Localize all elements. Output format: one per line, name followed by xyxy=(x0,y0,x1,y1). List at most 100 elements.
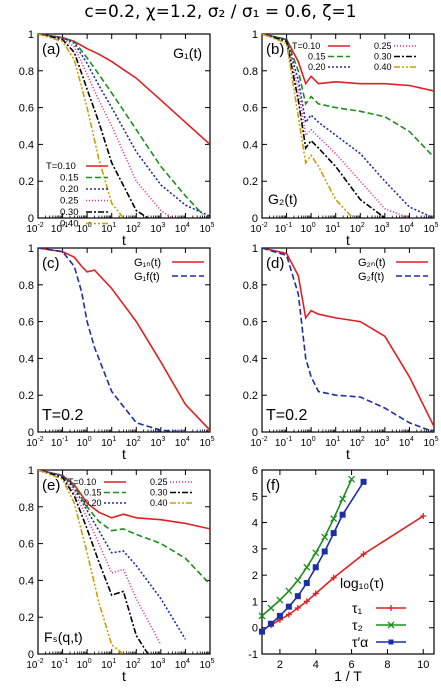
x-tick-exponent: 0 xyxy=(88,658,92,665)
x-tick-label: 101 xyxy=(101,658,116,671)
y-tick-label: 0.8 xyxy=(19,502,34,514)
y-tick-label: 0.4 xyxy=(19,575,34,587)
x-tick-label: 104 xyxy=(175,222,190,235)
legend-label: G₁f(t) xyxy=(134,271,160,283)
x-tick-label: 105 xyxy=(423,436,438,449)
x-tick-exponent: 2 xyxy=(361,222,365,229)
data-point-x xyxy=(339,495,347,503)
y-tick-label: 0 xyxy=(28,649,34,661)
x-tick-exponent: -2 xyxy=(37,436,43,443)
plot-frame xyxy=(37,469,211,655)
plot-frame xyxy=(37,247,211,433)
x-tick-label: 102 xyxy=(350,436,365,449)
x-tick-label: 10-2 xyxy=(250,436,267,449)
legend-label: T=0.10 xyxy=(292,41,320,51)
y-tick-label: 0.8 xyxy=(19,66,34,78)
y-tick-label: 2 xyxy=(252,570,258,582)
x-tick-exponent: 1 xyxy=(336,436,340,443)
y-tick-label: 1 xyxy=(252,29,258,41)
series-line-0 xyxy=(262,248,434,427)
x-tick-label: 104 xyxy=(399,222,414,235)
data-point-x xyxy=(303,563,311,571)
legend-label: 0.40 xyxy=(150,498,168,508)
y-tick-label: 0.2 xyxy=(19,390,34,402)
data-point-x xyxy=(294,576,302,584)
legend-label: 0.25 xyxy=(150,477,168,487)
x-tick-label: 2 xyxy=(277,659,283,671)
x-tick-exponent: 4 xyxy=(186,436,190,443)
legend-label: τ₂ xyxy=(352,617,363,633)
panel-label: (c) xyxy=(42,255,60,272)
y-tick-label: 0.6 xyxy=(243,103,258,115)
series-line-1 xyxy=(38,470,210,585)
x-tick-label: 10-1 xyxy=(51,436,68,449)
y-tick-label: 1 xyxy=(28,465,34,477)
data-point-plus xyxy=(312,590,319,597)
series-line-4 xyxy=(262,34,386,218)
y-tick-label: 0.2 xyxy=(19,176,34,188)
plot-frame xyxy=(261,247,435,433)
series-line-4 xyxy=(38,34,149,218)
y-tick-label: 0.8 xyxy=(243,280,258,292)
series-line-1 xyxy=(262,248,434,432)
x-axis-label: t xyxy=(122,446,126,462)
x-tick-exponent: -1 xyxy=(62,436,68,443)
plot-frame xyxy=(261,33,435,219)
y-tick-label: 0.4 xyxy=(19,139,34,151)
x-tick-exponent: -2 xyxy=(261,436,267,443)
x-tick-label: 102 xyxy=(126,658,141,671)
y-tick-label: 0.8 xyxy=(19,280,34,292)
y-tick-label: 0.6 xyxy=(19,317,34,329)
data-point-box xyxy=(285,603,292,610)
plot-frame xyxy=(261,469,435,655)
x-tick-exponent: 2 xyxy=(137,222,141,229)
y-tick-label: 0.2 xyxy=(243,390,258,402)
x-tick-exponent: -1 xyxy=(62,658,68,665)
y-tick-label: 0 xyxy=(28,213,34,225)
data-point-box xyxy=(267,620,274,627)
x-tick-label: 105 xyxy=(199,658,214,671)
x-tick-label: 105 xyxy=(199,222,214,235)
y-tick-label: 4 xyxy=(252,518,258,530)
x-tick-label: 10-2 xyxy=(26,658,43,671)
series-line-0 xyxy=(38,248,210,431)
y-tick-label: 1 xyxy=(28,29,34,41)
y-tick-label: 1 xyxy=(252,243,258,255)
series-line-5 xyxy=(38,470,124,654)
data-point-x xyxy=(348,475,356,483)
x-tick-label: 100 xyxy=(77,436,92,449)
x-tick-exponent: -1 xyxy=(286,436,292,443)
data-point-box xyxy=(360,478,367,485)
legend-label: 0.25 xyxy=(60,196,79,207)
x-axis-label: t xyxy=(346,232,350,248)
x-tick-label: 103 xyxy=(150,222,165,235)
legend-marker xyxy=(388,639,394,645)
x-tick-exponent: 5 xyxy=(211,222,215,229)
x-tick-exponent: 3 xyxy=(161,658,165,665)
legend-label: 0.30 xyxy=(150,488,168,498)
corner-label: G₂(t) xyxy=(268,191,298,207)
x-tick-label: 103 xyxy=(374,222,389,235)
legend-label: 0.15 xyxy=(84,488,102,498)
x-tick-label: 104 xyxy=(175,436,190,449)
legend-marker xyxy=(387,621,395,629)
legend-label: G₁ₙ(t) xyxy=(134,257,161,269)
series-line-3 xyxy=(38,470,162,646)
x-tick-label: 104 xyxy=(399,436,414,449)
legend-label: G₂f(t) xyxy=(358,271,384,283)
legend-label: 0.40 xyxy=(374,62,392,72)
y-tick-label: 5 xyxy=(252,491,258,503)
x-tick-label: 101 xyxy=(325,222,340,235)
legend-label: 0.15 xyxy=(60,173,79,184)
y-tick-label: 3 xyxy=(252,544,258,556)
x-axis-label: t xyxy=(346,446,350,462)
data-point-plus xyxy=(285,611,292,618)
y-tick-label: 0.2 xyxy=(19,612,34,624)
legend-label: T=0.10 xyxy=(68,477,96,487)
x-tick-exponent: 4 xyxy=(186,658,190,665)
data-point-box xyxy=(312,564,319,571)
